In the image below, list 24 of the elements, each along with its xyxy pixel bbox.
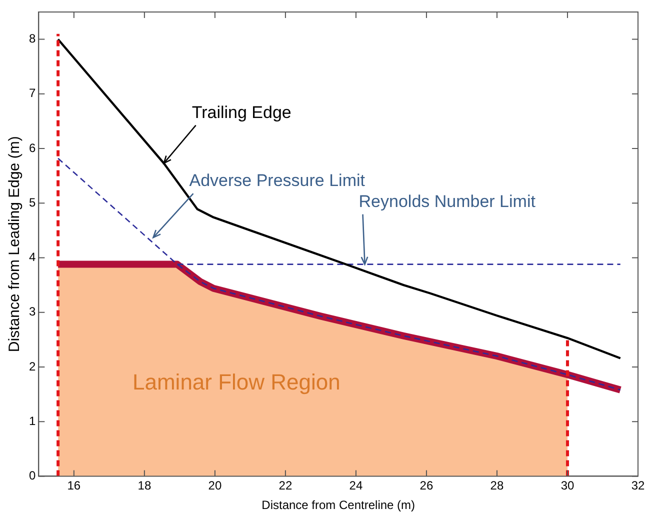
y-tick-label: 2 xyxy=(28,359,36,374)
y-tick-label: 5 xyxy=(28,195,36,210)
y-tick-label: 0 xyxy=(28,468,36,483)
annotation: Laminar Flow Region xyxy=(132,369,340,394)
x-tick-label: 26 xyxy=(420,478,434,493)
x-tick-label: 16 xyxy=(67,478,81,493)
y-tick-label: 8 xyxy=(28,32,36,46)
y-axis-title: Distance from Leading Edge (m) xyxy=(6,136,24,352)
x-tick-label: 20 xyxy=(208,478,222,493)
x-tick-label: 24 xyxy=(349,478,363,493)
annotation: Reynolds Number Limit xyxy=(358,192,536,211)
y-tick-label: 6 xyxy=(28,140,36,155)
y-tick-label: 3 xyxy=(28,304,36,319)
annotation: Trailing Edge xyxy=(192,102,292,122)
y-tick-label: 4 xyxy=(28,250,36,264)
annotation: Adverse Pressure Limit xyxy=(189,171,366,190)
x-tick-label: 18 xyxy=(138,478,152,493)
y-tick-label: 7 xyxy=(28,86,36,100)
x-tick-label: 28 xyxy=(490,478,504,493)
x-tick-label: 32 xyxy=(631,478,645,493)
y-tick-label: 1 xyxy=(28,414,36,428)
x-tick-label: 30 xyxy=(560,478,574,493)
x-tick-label: 22 xyxy=(278,478,292,493)
x-axis-title: Distance from Centreline (m) xyxy=(262,498,416,512)
